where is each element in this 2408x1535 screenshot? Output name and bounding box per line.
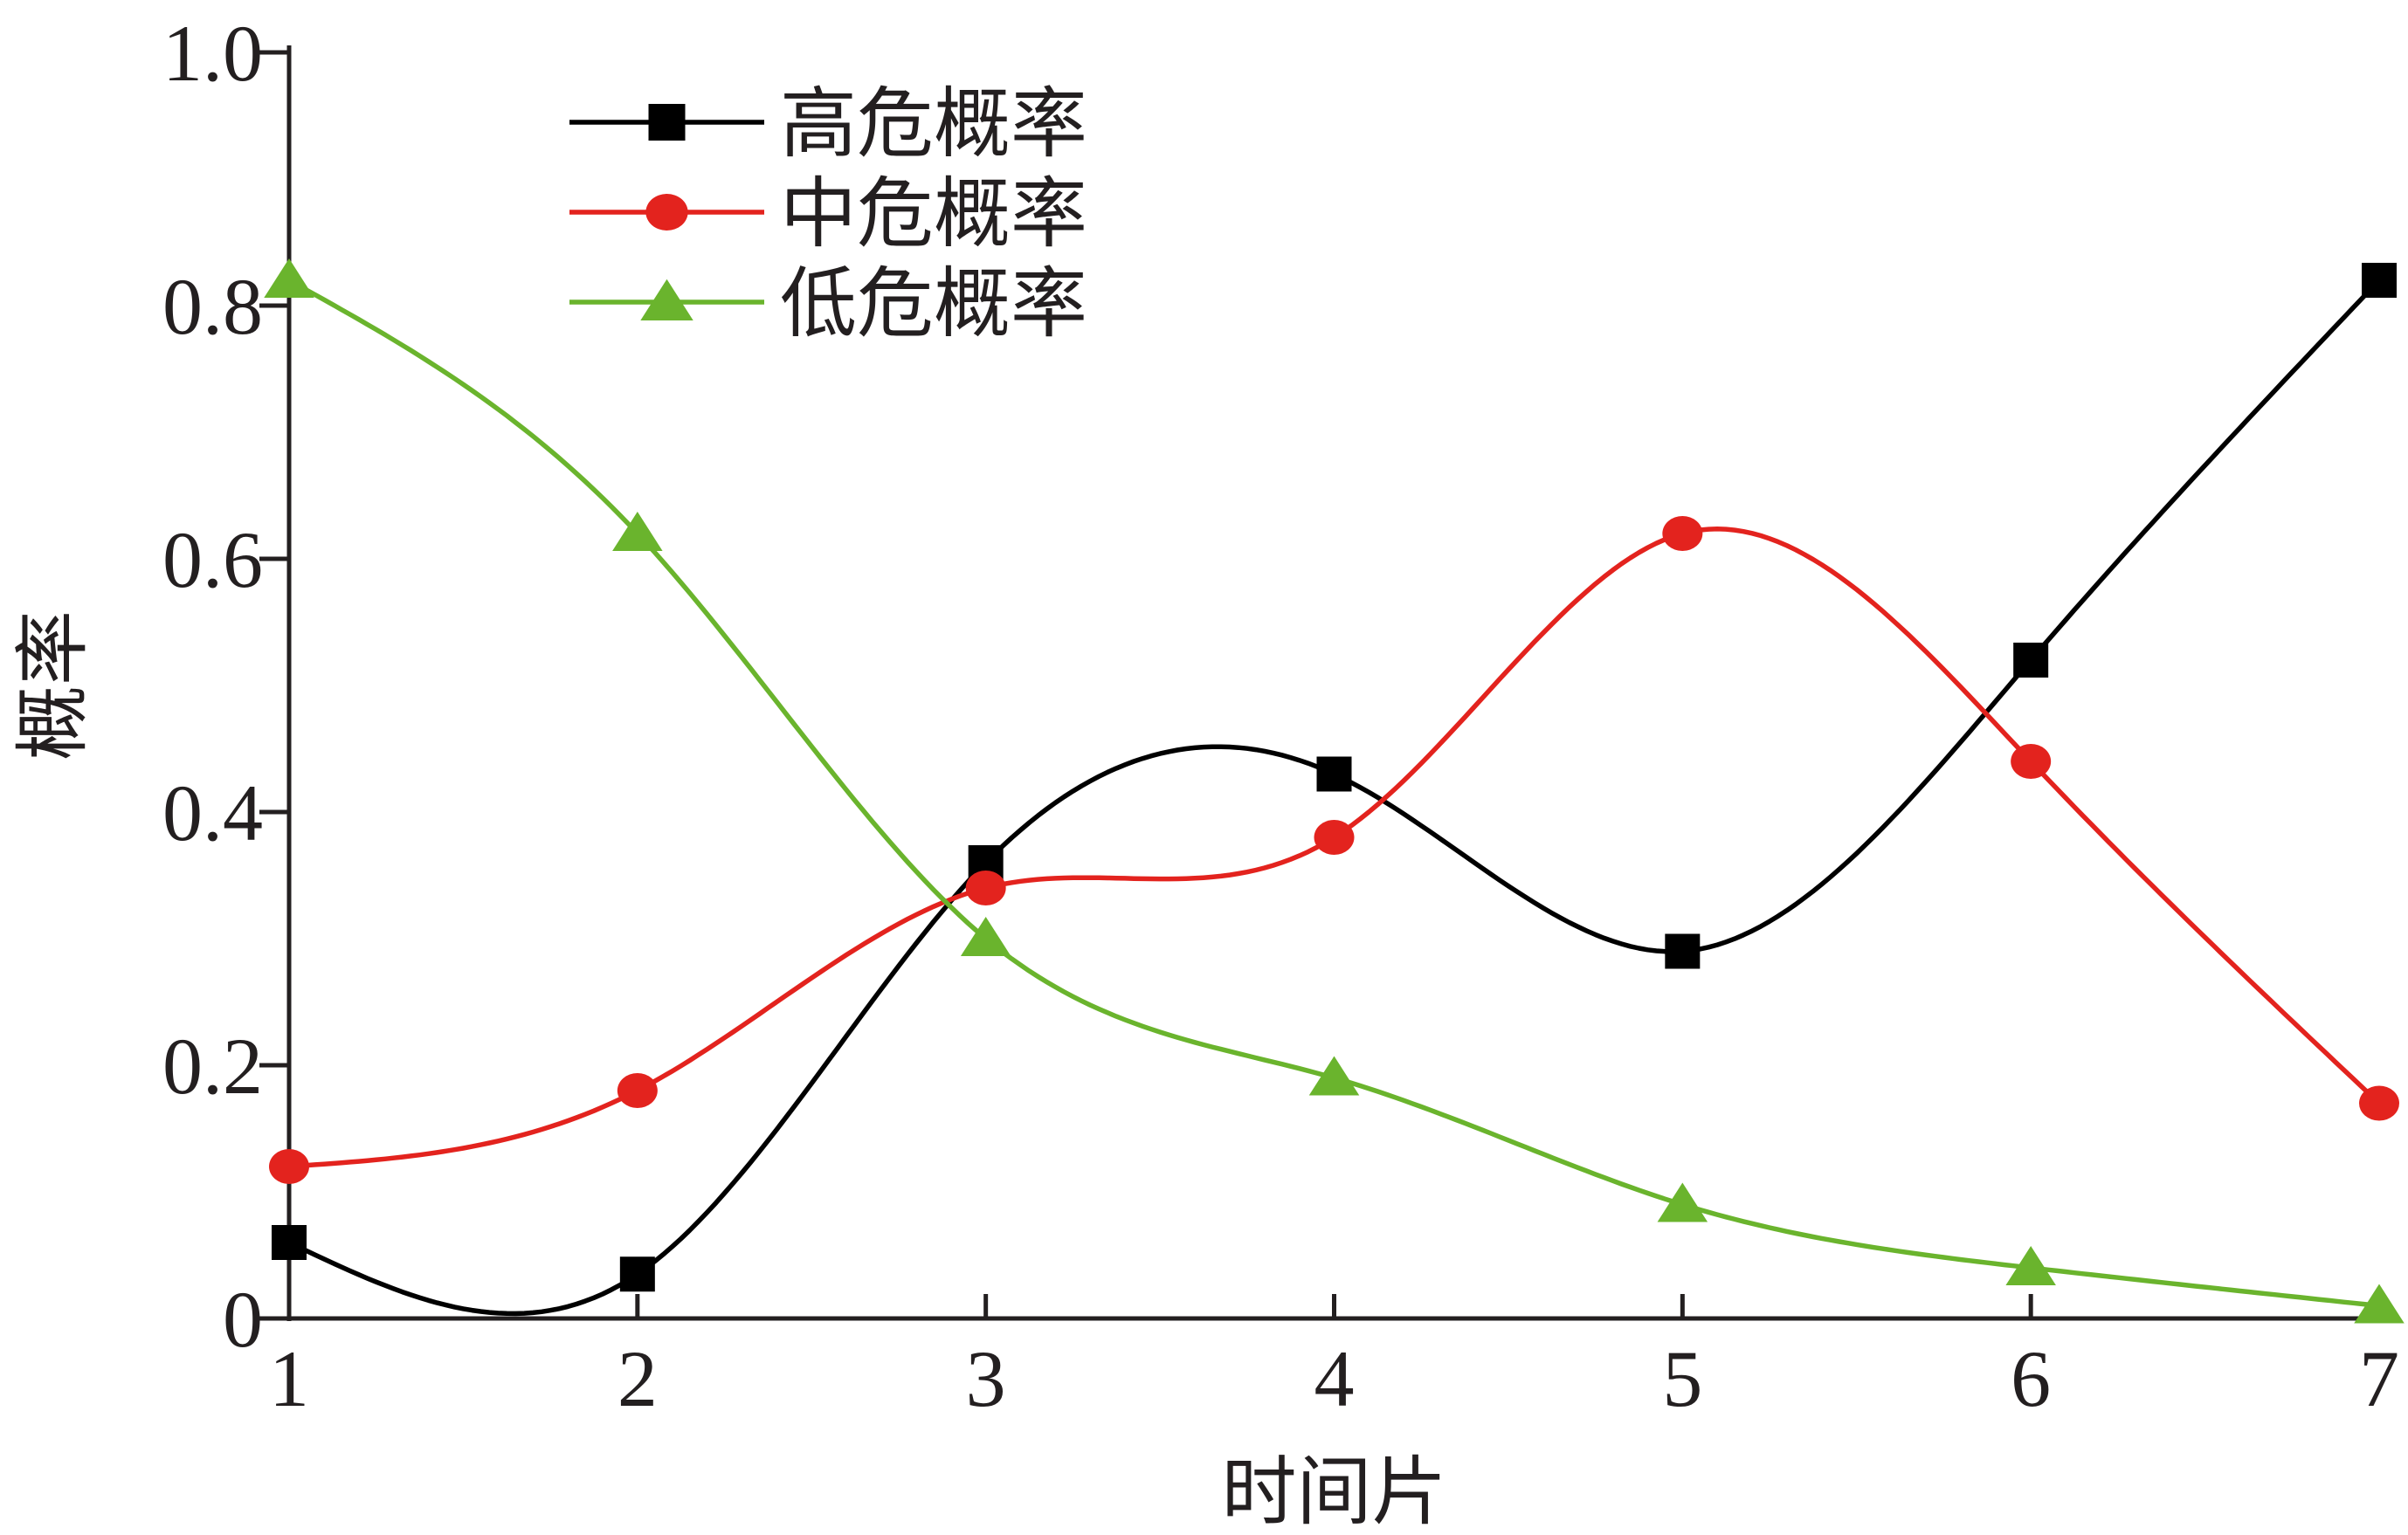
legend-item: 低危概率 (569, 258, 1087, 348)
legend-label: 高危概率 (780, 79, 1087, 169)
data-point (2362, 263, 2397, 298)
x-tick-label: 7 (2359, 1334, 2399, 1423)
legend-label: 低危概率 (780, 258, 1087, 348)
x-tick-label: 4 (1314, 1334, 1355, 1423)
series-layer (264, 258, 2405, 1324)
data-point (264, 258, 314, 298)
y-tick-label: 0.6 (162, 515, 263, 604)
data-point (2359, 1085, 2399, 1121)
x-tick-label: 5 (1662, 1334, 1702, 1423)
data-point (2011, 744, 2052, 779)
data-point (2005, 1246, 2056, 1285)
data-point (1662, 516, 1703, 551)
data-point (1314, 820, 1355, 855)
legend-item: 中危概率 (569, 169, 1087, 258)
data-point (1308, 1056, 1360, 1096)
x-tick-label: 2 (618, 1334, 658, 1423)
y-tick-label: 0 (223, 1275, 263, 1364)
data-point (617, 1073, 658, 1108)
y-tick-label: 1.0 (162, 9, 263, 98)
legend-marker (648, 104, 686, 141)
x-tick-label: 3 (966, 1334, 1006, 1423)
series-2 (269, 516, 2399, 1184)
legend-marker (640, 279, 693, 320)
y-tick-label: 0.4 (162, 768, 263, 857)
data-point (1657, 1182, 1708, 1222)
y-axis-title: 概率 (10, 610, 97, 761)
data-point (2013, 643, 2049, 678)
series-1 (272, 263, 2397, 1317)
x-axis-title: 时间片 (1222, 1449, 1447, 1535)
data-point (960, 917, 1011, 956)
legend-item: 高危概率 (569, 79, 1087, 169)
data-point (619, 1256, 655, 1292)
data-point (272, 1225, 307, 1260)
y-tick-label: 0.2 (162, 1022, 263, 1111)
legend-label: 中危概率 (780, 169, 1087, 258)
series-3 (264, 258, 2405, 1324)
series-line (287, 278, 2380, 1309)
data-point (965, 871, 1006, 905)
x-tick-label: 1 (269, 1334, 309, 1423)
legend-marker (645, 194, 688, 231)
data-point (2354, 1284, 2405, 1324)
data-point (269, 1149, 309, 1184)
y-tick-label: 0.8 (162, 262, 263, 351)
data-point (1665, 933, 1701, 969)
data-point (612, 512, 663, 551)
axes: 0 0.2 0.4 0.6 0.8 1.0 1 2 3 4 5 6 7 (162, 9, 2399, 1423)
x-tick-label: 6 (2011, 1334, 2051, 1423)
data-point (1316, 756, 1352, 792)
